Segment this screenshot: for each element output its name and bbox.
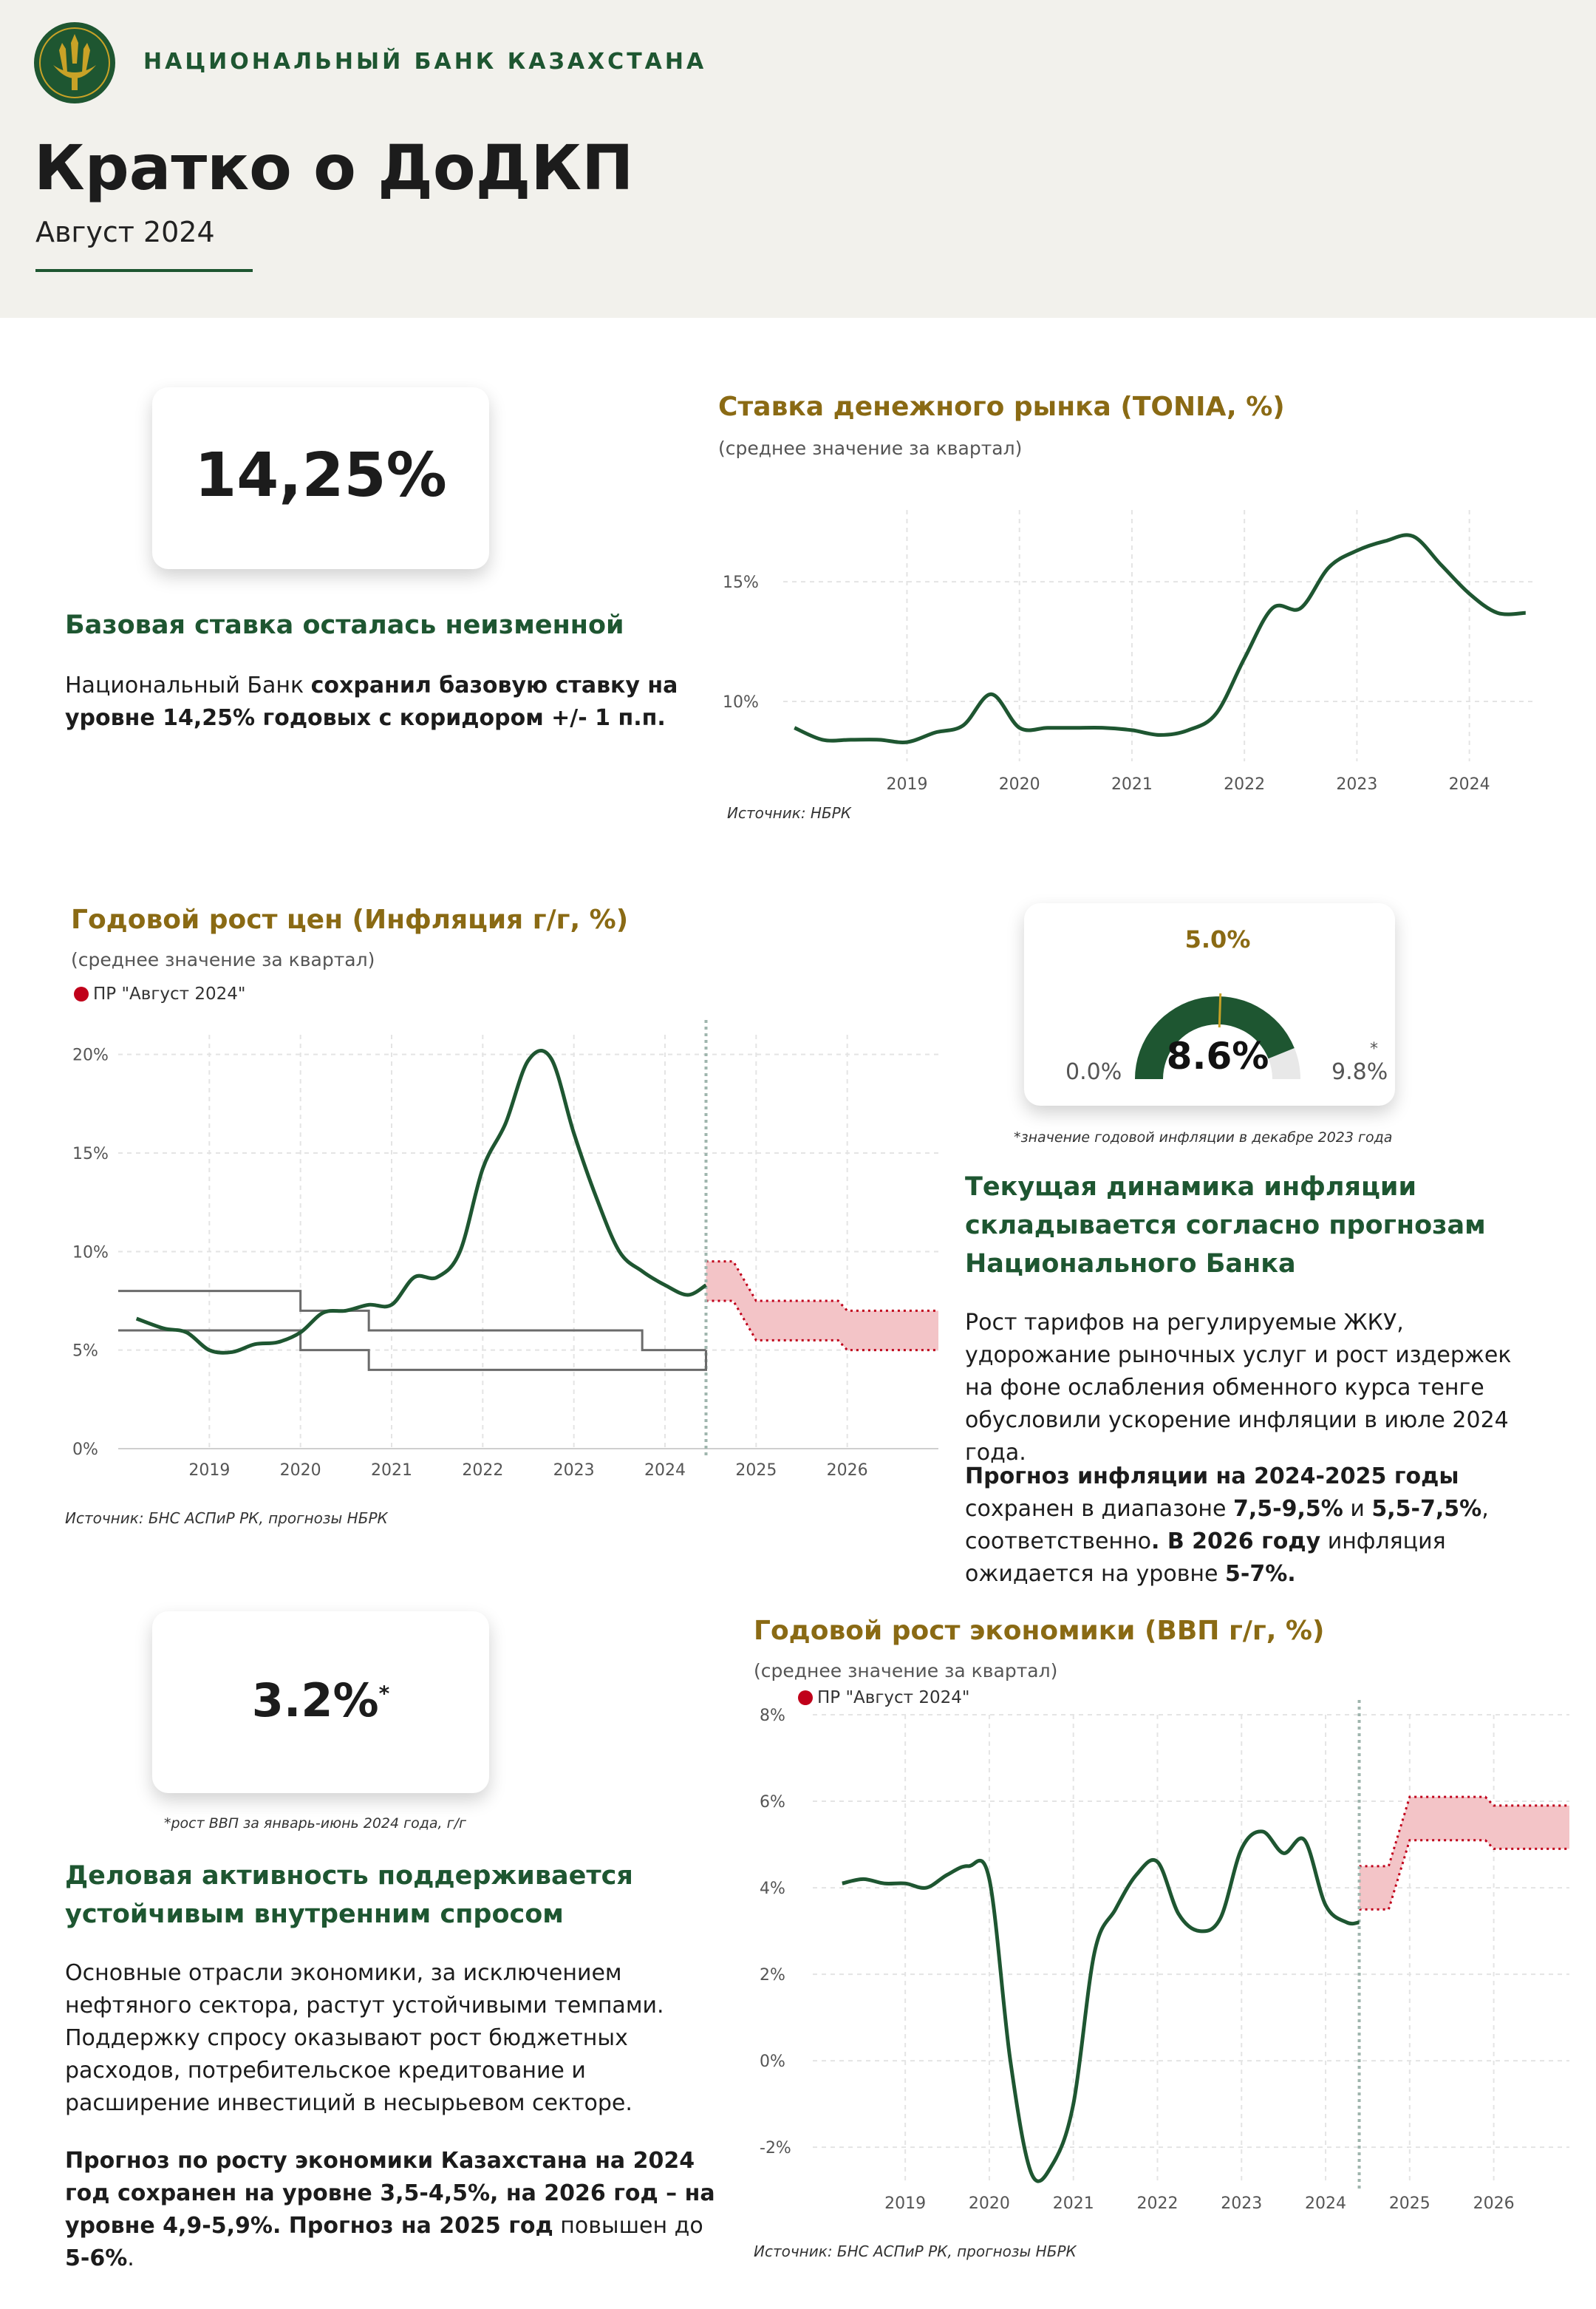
y-tick-label: 8% <box>760 1707 785 1725</box>
y-tick-label: 20% <box>72 1047 109 1065</box>
gauge-min-label: 0.0% <box>1065 1059 1122 1085</box>
forecast-band-lower <box>706 1299 938 1352</box>
x-tick-label: 2022 <box>1136 2194 1178 2213</box>
gauge-target-marker <box>1218 993 1222 1028</box>
gdp-heading: Деловая активность поддерживается устойч… <box>65 1861 633 1929</box>
x-tick-label: 2024 <box>644 1461 686 1480</box>
gdp-legend-label: ПР "Август 2024" <box>817 1688 970 1707</box>
x-tick-label: 2023 <box>553 1461 595 1480</box>
base-rate-card: 14,25% <box>152 387 489 569</box>
gauge-fill <box>1135 996 1295 1079</box>
gauge-target-label: 5.0% <box>1185 925 1251 953</box>
base-rate-value: 14,25% <box>194 441 447 511</box>
inflation-legend: ПР "Август 2024" <box>74 985 246 1004</box>
inflation-chart-title: Годовой рост цен (Инфляция г/г, %) <box>71 905 629 935</box>
y-tick-label: 0% <box>72 1441 98 1459</box>
tonia-chart: 2019 2020 2021 2022 2023 2024 10% 15% <box>723 510 1537 794</box>
bank-name: НАЦИОНАЛЬНЫЙ БАНК КАЗАХСТАНА <box>143 49 707 75</box>
tonia-chart-title: Ставка денежного рынка (TONIA, %) <box>718 392 1285 422</box>
gdp-card: 3.2%* <box>152 1611 489 1793</box>
inflation-heading: Текущая динамика инфляции складывается с… <box>965 1172 1486 1279</box>
y-tick-label: 4% <box>760 1880 785 1898</box>
gauge-value-label: 8.6% <box>1167 1035 1269 1078</box>
inflation-chart-subtitle: (среднее значение за квартал) <box>71 949 375 970</box>
forecast-band-upper <box>706 1260 938 1312</box>
tonia-chart-subtitle: (среднее значение за квартал) <box>718 438 1023 459</box>
gdp-value-number: 3.2% <box>251 1673 379 1727</box>
x-tick-label: 2019 <box>886 775 927 794</box>
inflation-para-1: Рост тарифов на регулируемые ЖКУ, удорож… <box>965 1310 1512 1466</box>
inflation-para-2: Прогноз инфляции на 2024-2025 годы сохра… <box>965 1463 1489 1587</box>
header-band: НАЦИОНАЛЬНЫЙ БАНК КАЗАХСТАНА Кратко о До… <box>0 0 1596 318</box>
bank-logo-icon <box>34 22 115 103</box>
legend-dot-icon <box>74 987 89 1002</box>
inflation-gauge-card: 5.0% 8.6% 0.0% 9.8% * <box>1024 903 1395 1106</box>
gauge-max-label: 9.8% <box>1331 1059 1388 1085</box>
base-rate-heading: Базовая ставка осталась неизменной <box>65 611 624 640</box>
x-tick-label: 2021 <box>371 1461 412 1480</box>
forecast-band-upper <box>1359 1795 1569 1868</box>
y-tick-label: 6% <box>760 1793 785 1812</box>
x-tick-label: 2019 <box>884 2194 926 2213</box>
x-tick-label: 2019 <box>188 1461 230 1480</box>
x-tick-label: 2020 <box>999 775 1040 794</box>
gdp-para-2: Прогноз по росту экономики Казахстана на… <box>65 2148 715 2271</box>
x-tick-label: 2026 <box>827 1461 868 1480</box>
page-title: Кратко о ДоДКП <box>34 132 634 204</box>
gauge-note: *значение годовой инфляции в декабре 202… <box>1014 1129 1393 1146</box>
gdp-value: 3.2%* <box>152 1673 489 1727</box>
forecast-band <box>1359 1797 1569 1910</box>
forecast-band <box>706 1261 938 1350</box>
gdp-chart: 2019 2020 2021 2022 2023 2024 2025 2026 -2% 0% 2% 4… <box>760 1700 1569 2213</box>
inflation-chart: 2019 2020 2021 2022 2023 2024 2025 2026 0% 5% 10% 1… <box>72 1020 938 1480</box>
x-tick-label: 2025 <box>735 1461 777 1480</box>
gdp-value-star: * <box>378 1681 390 1706</box>
tonia-source: Источник: НБРК <box>727 804 851 822</box>
y-tick-label: -2% <box>760 2139 791 2157</box>
y-tick-label: 15% <box>72 1145 109 1163</box>
base-rate-text: Национальный Банк сохранил базовую ставк… <box>65 673 678 731</box>
x-tick-label: 2024 <box>1449 775 1490 794</box>
title-divider <box>35 269 253 272</box>
x-tick-label: 2023 <box>1336 775 1377 794</box>
inflation-source: Источник: БНС АСПиР РК, прогнозы НБРК <box>65 1509 388 1527</box>
series-line <box>794 533 1526 744</box>
x-tick-label: 2026 <box>1473 2194 1515 2213</box>
gdp-para-1: Основные отрасли экономики, за исключени… <box>65 1960 664 2116</box>
legend-dot-icon <box>798 1690 813 1705</box>
inflation-legend-label: ПР "Август 2024" <box>93 985 246 1004</box>
gdp-legend: ПР "Август 2024" <box>798 1688 970 1707</box>
x-tick-label: 2020 <box>280 1461 321 1480</box>
y-tick-label: 2% <box>760 1966 785 1985</box>
series-line <box>135 1049 707 1355</box>
x-tick-label: 2025 <box>1389 2194 1430 2213</box>
target-corridor-upper <box>118 1290 706 1352</box>
gdp-chart-subtitle: (среднее значение за квартал) <box>754 1660 1058 1681</box>
forecast-band-lower <box>1359 1839 1569 1911</box>
gauge-max-star: * <box>1370 1040 1378 1058</box>
x-tick-label: 2022 <box>1224 775 1265 794</box>
gdp-chart-title: Годовой рост экономики (ВВП г/г, %) <box>754 1616 1325 1646</box>
x-tick-label: 2022 <box>462 1461 503 1480</box>
inflation-gauge: 5.0% 8.6% 0.0% 9.8% * <box>1065 925 1388 1085</box>
gdp-source: Источник: БНС АСПиР РК, прогнозы НБРК <box>754 2242 1077 2260</box>
y-tick-label: 15% <box>723 574 759 592</box>
page-subtitle: Август 2024 <box>35 216 215 248</box>
y-tick-label: 10% <box>723 693 759 712</box>
x-tick-label: 2021 <box>1053 2194 1094 2213</box>
y-tick-label: 10% <box>72 1243 109 1262</box>
x-tick-label: 2021 <box>1111 775 1153 794</box>
x-tick-label: 2020 <box>969 2194 1010 2213</box>
series-line <box>842 1829 1360 2183</box>
y-tick-label: 0% <box>760 2053 785 2071</box>
gdp-note: *рост ВВП за январь-июнь 2024 года, г/г <box>164 1815 466 1832</box>
x-tick-label: 2024 <box>1305 2194 1346 2213</box>
x-tick-label: 2023 <box>1221 2194 1262 2213</box>
y-tick-label: 5% <box>72 1342 98 1361</box>
